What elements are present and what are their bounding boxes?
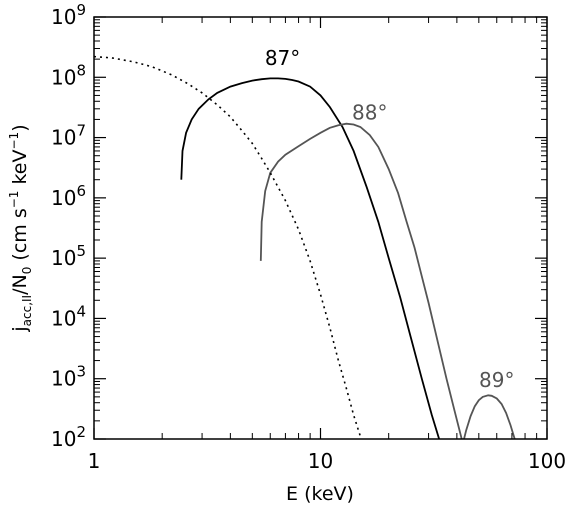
y-tick-label: 102 xyxy=(51,423,86,451)
y-tick-label: 109 xyxy=(51,1,86,29)
y-tick-label: 108 xyxy=(51,61,86,89)
series-label-87: 87° xyxy=(265,46,300,70)
series-line-87 xyxy=(180,77,441,439)
series-line-88 xyxy=(259,122,463,439)
y-tick-label: 106 xyxy=(51,182,86,210)
y-tick-label: 103 xyxy=(51,363,86,391)
x-tick-label: 100 xyxy=(528,449,566,473)
y-label-units-close: ) xyxy=(9,124,31,131)
y-label-div: /N xyxy=(9,274,31,295)
x-tick-label: 1 xyxy=(88,449,101,473)
series-label-89: 89° xyxy=(479,368,514,392)
series-line-dotted xyxy=(94,55,362,439)
series-line-89 xyxy=(463,394,516,439)
y-tick-label: 105 xyxy=(51,242,86,270)
y-label-j: j xyxy=(9,326,31,332)
y-axis: 102 103 104 105 106 107 108 109 xyxy=(51,1,547,451)
y-label-n-sub: 0 xyxy=(20,267,34,275)
y-label-units-open: (cm s xyxy=(9,208,31,266)
y-label-exp-kev: −1 xyxy=(7,132,21,150)
y-tick-label: 107 xyxy=(51,122,86,150)
x-axis: 1 10 100 xyxy=(88,17,566,473)
x-tick-label: 10 xyxy=(308,449,333,473)
series-layer xyxy=(94,55,516,439)
y-tick-label: 104 xyxy=(51,302,86,330)
y-label-sub: acc,II xyxy=(20,295,34,326)
x-axis-label: E (keV) xyxy=(286,483,354,505)
y-axis-label: jacc,II/N0 (cm s−1 keV−1) xyxy=(7,124,34,332)
y-label-units-mid: keV xyxy=(9,150,31,191)
series-labels: 87° 88° 89° xyxy=(265,46,515,392)
y-label-exp-s: −1 xyxy=(7,191,21,209)
series-label-88: 88° xyxy=(352,100,387,124)
